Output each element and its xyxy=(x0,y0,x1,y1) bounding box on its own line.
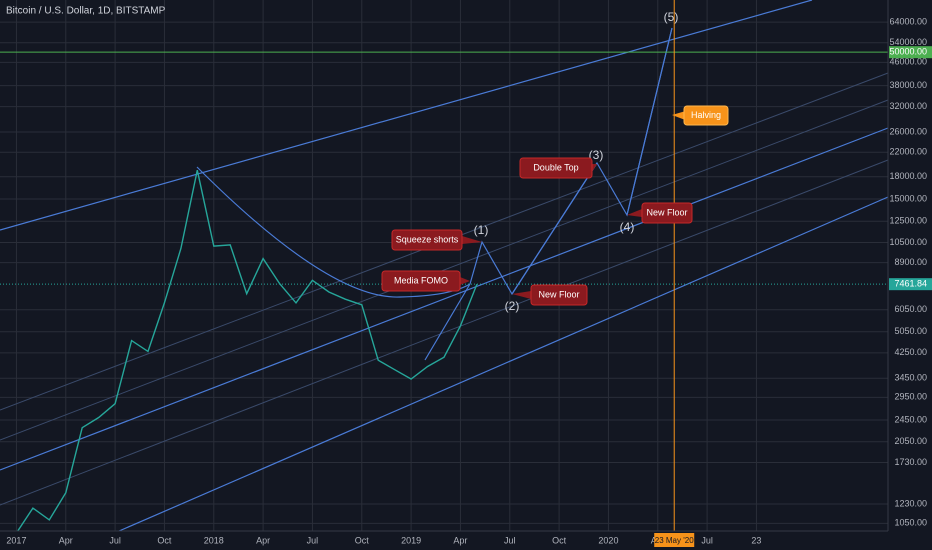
callout-label: Halving xyxy=(691,110,721,120)
x-tick-label: 2019 xyxy=(401,535,421,545)
y-tick-label: 1730.00 xyxy=(894,457,927,467)
callout-box xyxy=(519,157,593,179)
y-tick-label: 1230.00 xyxy=(894,498,927,508)
wave-label: (5) xyxy=(664,10,679,24)
y-tick-label: 8900.00 xyxy=(894,257,927,267)
callout-label: New Floor xyxy=(646,207,687,217)
x-tick-label: Apr xyxy=(453,535,467,545)
callout-box xyxy=(683,105,729,126)
wave-label: (1) xyxy=(474,223,489,237)
axes: 64000.00 54000.00 46000.00 38000.00 32000.00… xyxy=(6,16,932,547)
callout-pointer xyxy=(672,111,684,120)
y-tick-label: 1050.00 xyxy=(894,518,927,528)
y-tick-label: 64000.00 xyxy=(889,16,927,26)
y-tick-label: 12500.00 xyxy=(889,216,927,226)
y-tick-label: 18000.00 xyxy=(889,171,927,181)
x-tick-label: Oct xyxy=(157,535,172,545)
y-axis-strip xyxy=(888,0,932,550)
y-tick-label: 15000.00 xyxy=(889,193,927,203)
callout-pointer xyxy=(592,164,597,172)
x-tick-label: Oct xyxy=(355,535,370,545)
x-axis-strip xyxy=(0,531,932,550)
y-tick-label: 22000.00 xyxy=(889,147,927,157)
x-tick-label: 2018 xyxy=(204,535,224,545)
wave-label: (4) xyxy=(620,220,635,234)
callout-pointer xyxy=(462,236,482,244)
y-tick-label: 38000.00 xyxy=(889,80,927,90)
x-tick-label: Apr xyxy=(256,535,270,545)
date-tag xyxy=(654,533,695,547)
date-marker-label: 23 May '20 xyxy=(655,536,694,545)
callout-box xyxy=(391,229,463,251)
channel-lines xyxy=(0,0,889,549)
last-price-label: 7461.84 xyxy=(894,279,927,289)
callout-label: New Floor xyxy=(538,289,579,299)
y-tick-label: 54000.00 xyxy=(889,37,927,47)
level-label: 50000.00 xyxy=(889,47,927,57)
wave-label: (2) xyxy=(505,299,520,313)
x-tick-label: Oct xyxy=(552,535,567,545)
callout-label: Squeeze shorts xyxy=(396,234,459,244)
x-tick-label: 2017 xyxy=(6,535,26,545)
wave-label: (3) xyxy=(589,148,604,162)
callout-pointer xyxy=(627,209,642,217)
y-tick-label: 46000.00 xyxy=(889,57,927,67)
callout-box xyxy=(530,284,588,306)
x-tick-label: 23 xyxy=(751,535,761,545)
callout-box xyxy=(381,270,461,292)
callout-pointer xyxy=(512,291,531,299)
callout-box xyxy=(641,202,693,224)
y-tick-label: 4250.00 xyxy=(894,347,927,357)
y-tick-label: 2450.00 xyxy=(894,414,927,424)
y-tick-label: 10500.00 xyxy=(889,237,927,247)
callout-label: Double Top xyxy=(533,162,578,172)
price-line xyxy=(15,170,478,534)
x-tick-label: Jul xyxy=(701,535,713,545)
y-tick-label: 26000.00 xyxy=(889,126,927,136)
x-tick-label: Jul xyxy=(307,535,319,545)
y-tick-label: 32000.00 xyxy=(889,101,927,111)
y-tick-label: 5050.00 xyxy=(894,326,927,336)
callout-label: Media FOMO xyxy=(394,275,448,285)
grid xyxy=(0,0,888,531)
x-tick-label: Apr xyxy=(59,535,73,545)
y-tick-label: 2050.00 xyxy=(894,436,927,446)
x-tick-label: 2020 xyxy=(598,535,618,545)
callout-pointer xyxy=(460,277,470,285)
y-tick-label: 3450.00 xyxy=(894,373,927,383)
chart-title: Bitcoin / U.S. Dollar, 1D, BITSTAMP xyxy=(6,6,166,17)
marks: (1) (2) (3) (4) (5) Squeeze shorts Media FOMO N… xyxy=(0,0,888,534)
y-tick-label: 2950.00 xyxy=(894,392,927,402)
y-tick-label: 6050.00 xyxy=(894,304,927,314)
last-price-tag xyxy=(889,278,932,291)
level-tag xyxy=(889,46,932,59)
x-tick-label: Jul xyxy=(109,535,121,545)
x-tick-label: Jul xyxy=(504,535,516,545)
